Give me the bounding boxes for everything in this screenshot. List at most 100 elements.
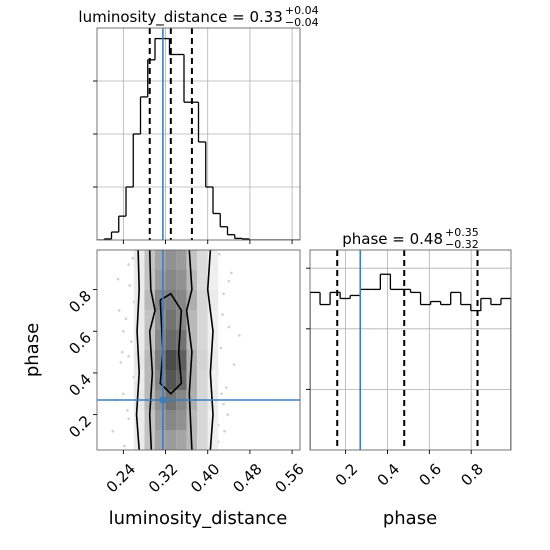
- contour: [135, 250, 140, 450]
- density-cell: [197, 250, 208, 270]
- sample-point: [219, 346, 223, 350]
- density-cell: [133, 410, 145, 430]
- density-cell: [165, 410, 177, 430]
- density-cell: [207, 250, 219, 270]
- density-cell: [155, 430, 166, 450]
- density-cell: [207, 370, 219, 390]
- density-cell: [155, 310, 166, 330]
- sample-point: [218, 252, 221, 256]
- density-cell: [186, 330, 198, 350]
- density-cell: [133, 310, 145, 330]
- density-cell: [176, 350, 187, 370]
- density-cell: [155, 410, 166, 430]
- axes-frame: [309, 249, 512, 451]
- sample-point: [238, 334, 241, 337]
- title-upper: +0.35: [445, 226, 479, 239]
- panel-title: phase = 0.48: [342, 230, 443, 248]
- density-cell: [165, 250, 177, 270]
- density-cell: [155, 250, 166, 270]
- sample-point: [128, 284, 131, 287]
- density-cell: [155, 270, 166, 290]
- sample-point: [221, 313, 224, 316]
- density-cell: [176, 330, 187, 350]
- x-axis-label: luminosity_distance: [109, 508, 288, 529]
- density-cell: [165, 270, 177, 290]
- sample-point: [232, 363, 236, 366]
- sample-point: [123, 444, 126, 448]
- density-cell: [186, 410, 198, 430]
- plot-area: [97, 28, 300, 240]
- contour: [159, 292, 183, 395]
- sample-point: [122, 329, 125, 333]
- density-cell: [144, 370, 155, 390]
- plot-area: [310, 250, 511, 450]
- density-cell: [133, 330, 145, 350]
- sample-point: [127, 263, 130, 266]
- sample-point: [124, 317, 128, 321]
- y-axis-label: phase: [22, 323, 43, 377]
- sample-point: [224, 386, 228, 389]
- sample-point: [126, 409, 129, 412]
- sample-point: [127, 354, 130, 358]
- density-cell: [165, 330, 177, 350]
- sample-point: [131, 257, 135, 260]
- density-cell: [197, 330, 208, 350]
- sample-point: [226, 413, 230, 416]
- density-cell: [197, 350, 208, 370]
- density-cell: [165, 290, 177, 310]
- density-cell: [155, 350, 166, 370]
- plot-area: [97, 250, 300, 450]
- sample-point: [127, 417, 130, 421]
- density-cell: [176, 410, 187, 430]
- density-cell: [186, 250, 198, 270]
- x-axis-label: phase: [383, 508, 437, 529]
- sample-point: [220, 392, 223, 396]
- density-cell: [176, 250, 187, 270]
- density-cell: [186, 310, 198, 330]
- density-cell: [197, 370, 208, 390]
- density-cell: [155, 330, 166, 350]
- density-cell: [207, 310, 219, 330]
- density-cell: [144, 350, 155, 370]
- sample-point: [222, 292, 225, 296]
- density-cell: [176, 270, 187, 290]
- density-cell: [197, 290, 208, 310]
- panel: luminosity_distance = 0.33 +0.04−0.04: [78, 4, 319, 244]
- density-cell: [144, 290, 155, 310]
- density-cell: [176, 430, 187, 450]
- density-cell: [207, 350, 219, 370]
- sample-point: [230, 271, 233, 275]
- density-cell: [197, 430, 208, 450]
- sample-point: [223, 429, 226, 433]
- density-cell: [144, 430, 155, 450]
- sample-point: [116, 277, 120, 281]
- density-cell: [165, 370, 177, 390]
- sample-point: [227, 279, 231, 283]
- density-cell: [207, 270, 219, 290]
- sample-point: [121, 350, 124, 354]
- title-lower: −0.04: [285, 16, 319, 29]
- sample-point: [129, 340, 133, 343]
- density-cell: [186, 370, 198, 390]
- axes-frame: [96, 249, 301, 451]
- density-cell: [197, 270, 208, 290]
- contour: [185, 250, 193, 450]
- density-cell: [207, 430, 219, 450]
- density-cell: [207, 290, 219, 310]
- title-upper: +0.04: [285, 4, 319, 17]
- sample-point: [117, 309, 121, 312]
- truth-marker: [159, 396, 167, 404]
- density-cell: [197, 310, 208, 330]
- contour: [148, 250, 156, 450]
- density-cell: [186, 290, 198, 310]
- sample-point: [122, 392, 125, 396]
- panel-title: luminosity_distance = 0.33: [78, 8, 282, 27]
- density-cell: [165, 310, 177, 330]
- sample-point: [227, 325, 231, 329]
- density-cell: [165, 430, 177, 450]
- density-cell: [197, 410, 208, 430]
- sample-point: [222, 402, 225, 406]
- density-cell: [176, 290, 187, 310]
